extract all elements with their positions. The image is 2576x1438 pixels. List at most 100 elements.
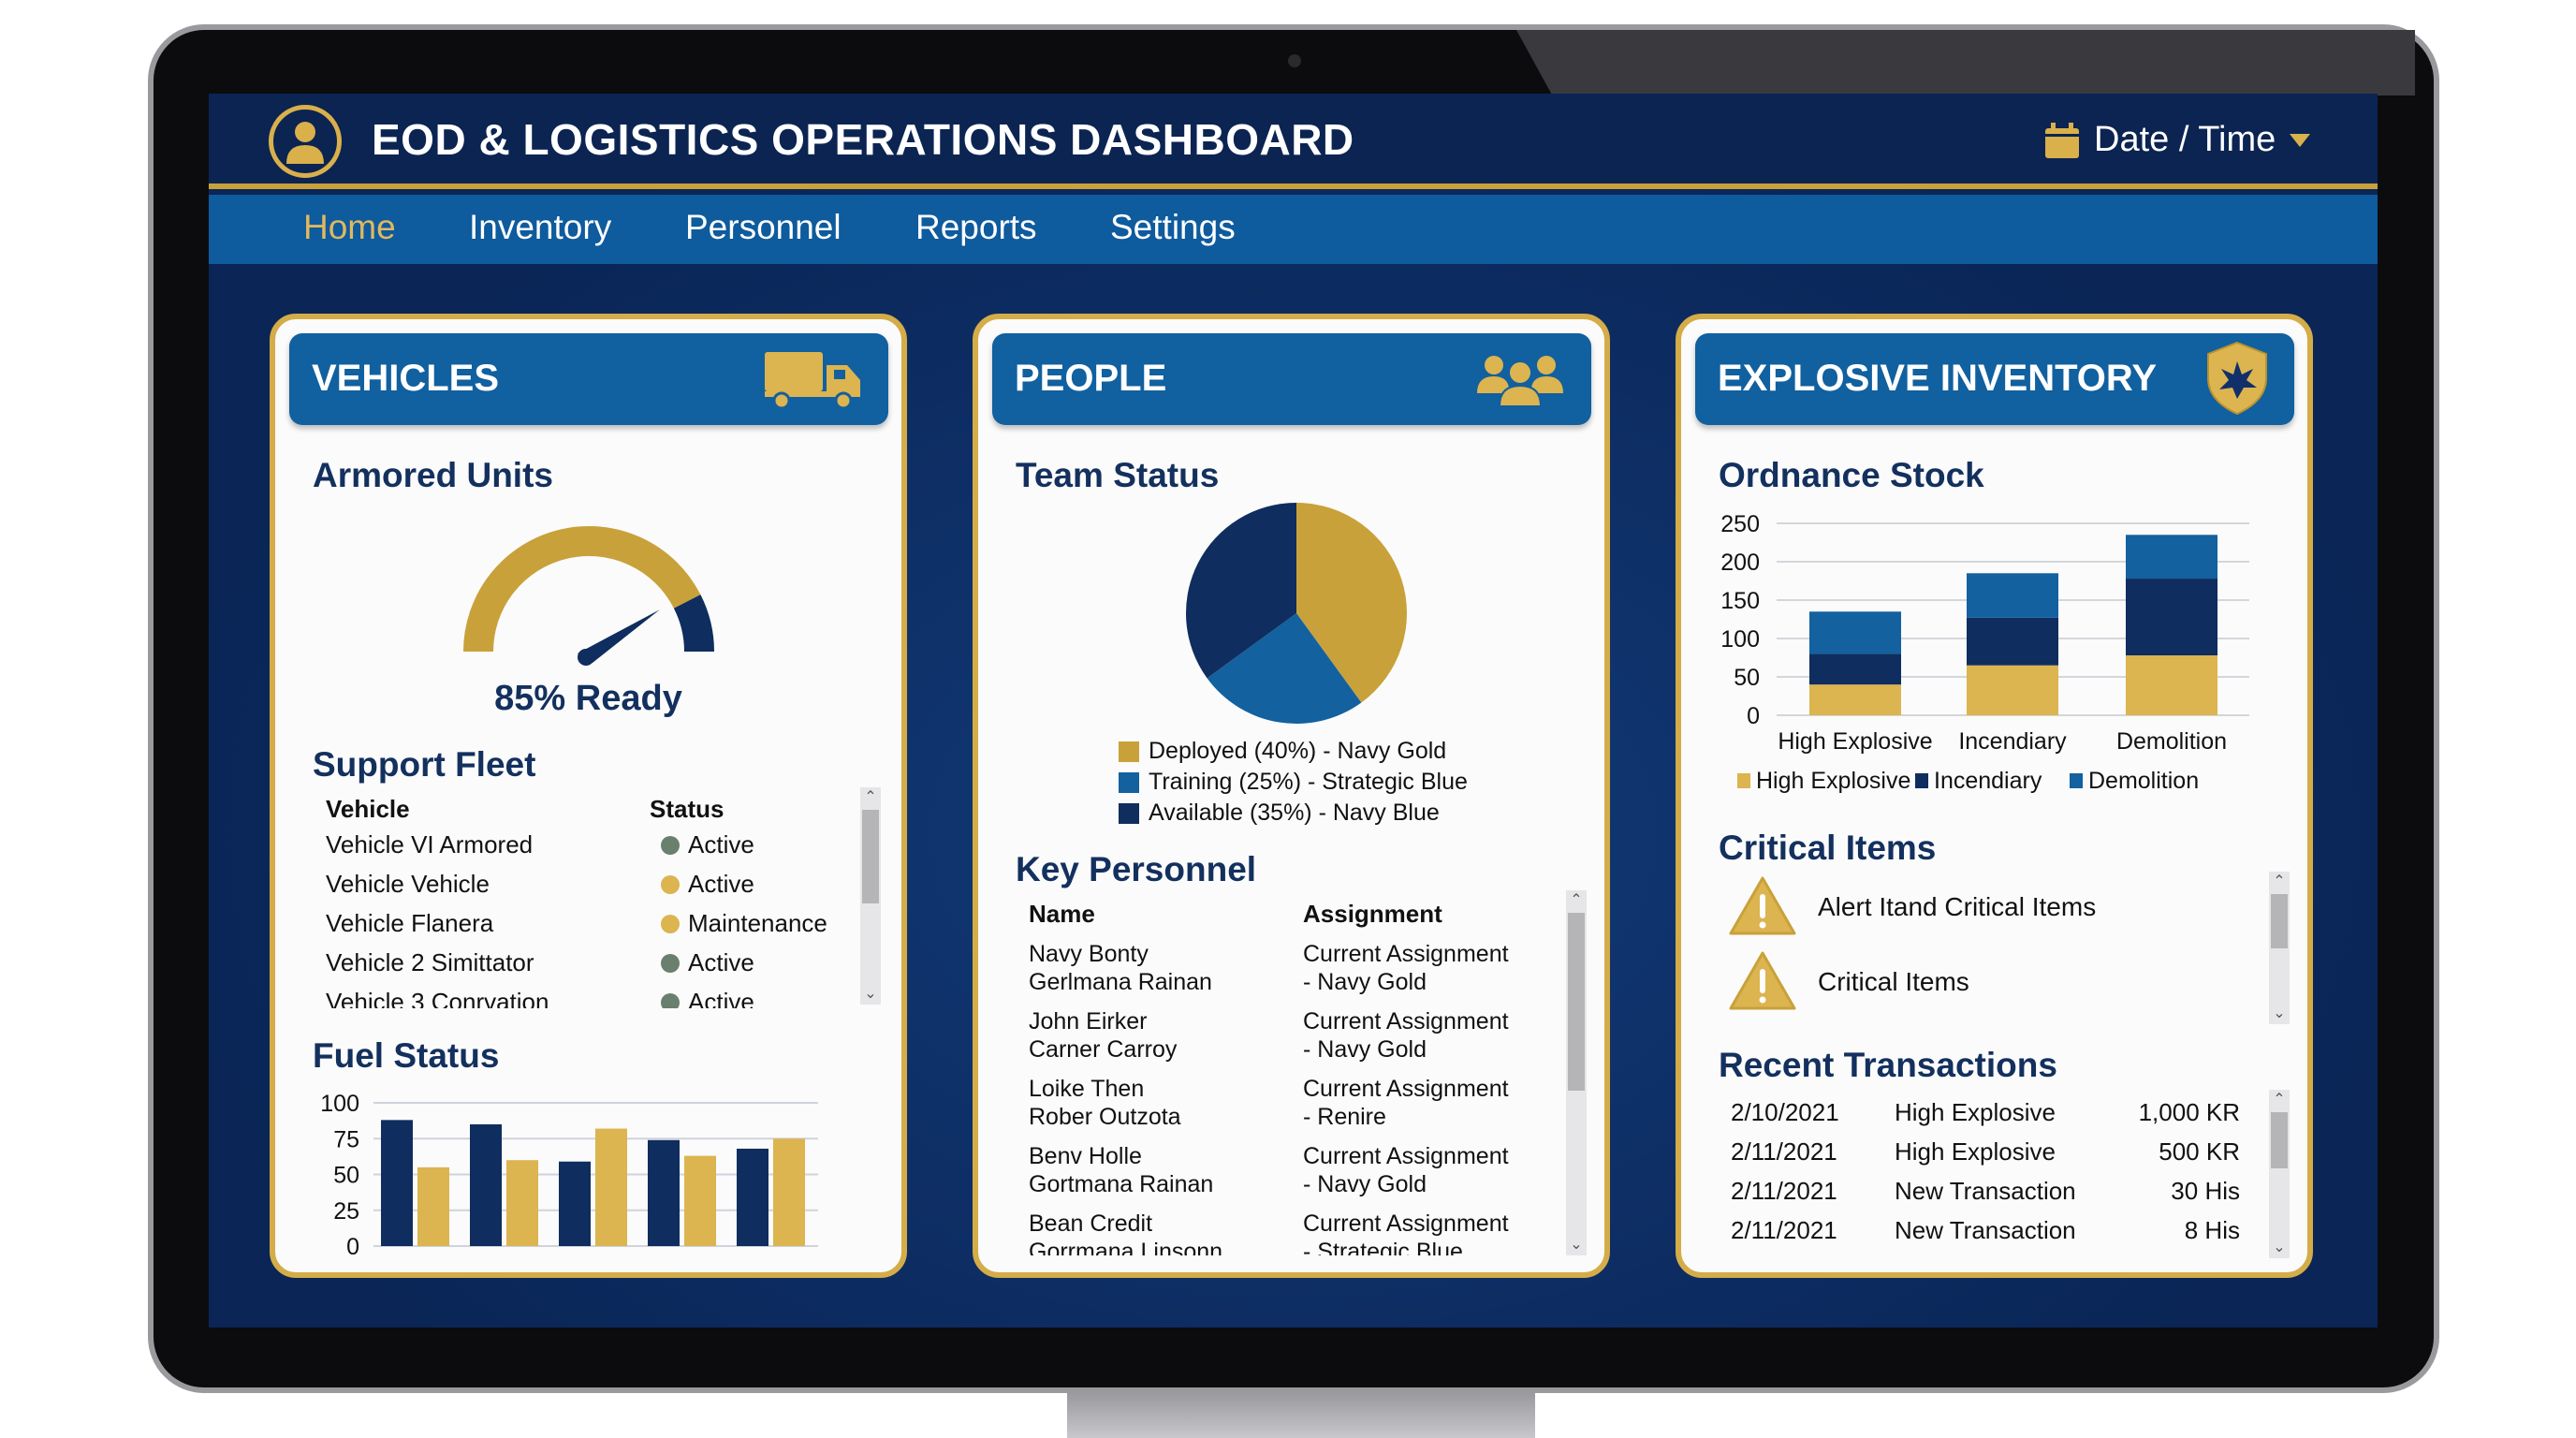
transaction-date: 2/11/2021 [1731,1177,1837,1205]
datetime-dropdown[interactable]: Date / Time [2043,120,2311,160]
legend-label: Available (35%) - Navy Blue [1149,800,1440,826]
critical-scrollbar[interactable]: ⌃ ⌄ [2269,872,2290,1024]
warning-icon [1729,876,1796,935]
legend-item: Available (35%) - Navy Blue [1119,799,1512,829]
vehicle-status: Active [688,870,754,898]
fleet-row[interactable]: Vehicle Vehicle Active [275,864,856,903]
transaction-date: 2/11/2021 [1731,1216,1837,1244]
explosive-card-header: EXPLOSIVE INVENTORY [1695,333,2294,425]
dashboard-screen: EOD & LOGISTICS OPERATIONS DASHBOARD Dat… [209,94,2378,1328]
truck-icon [765,352,860,410]
y-tick-label: 150 [1720,588,1760,614]
personnel-assignment: Current Assignment [1303,941,1509,967]
col-assignment: Assignment [1303,900,1442,928]
transaction-row[interactable]: 2/11/2021 High Explosive 500 KR [1681,1134,2261,1173]
fleet-row[interactable]: Vehicle VI Armored Active [275,825,856,864]
fuel-bar [470,1123,502,1246]
readiness-gauge [463,526,714,666]
pie-slice-deployed [1296,503,1407,703]
fuel-bar [381,1120,413,1246]
fleet-row[interactable]: Vehicle 3 Conrvation Active [275,982,856,1008]
scroll-down-icon[interactable]: ⌄ [2273,1240,2286,1255]
y-tick-label: 200 [1720,550,1760,576]
vehicle-name: Vehicle VI Armored [326,830,534,858]
main-nav: Home Inventory Personnel Reports Setting… [209,195,2378,264]
fuel-bar [773,1138,805,1246]
nav-settings[interactable]: Settings [1110,208,1236,246]
col-vehicle: Vehicle [326,795,410,823]
nav-personnel[interactable]: Personnel [685,208,842,246]
nav-reports[interactable]: Reports [915,208,1037,246]
transaction-amount: 8 His [2184,1216,2240,1244]
personnel-row[interactable]: John Eirker Carner Carroy Current Assignme… [978,1008,1559,1074]
scroll-thumb[interactable] [2271,894,2288,948]
stacked-bar-segment [1809,684,1901,715]
nav-home[interactable]: Home [303,208,396,246]
scroll-up-icon[interactable]: ⌃ [2273,1092,2286,1108]
vehicle-status: Maintenance [688,909,827,937]
scroll-up-icon[interactable]: ⌃ [864,789,877,805]
monitor-stand [1067,1393,1535,1438]
personnel-scrollbar[interactable]: ⌃ ⌄ [1566,890,1587,1255]
transaction-item: New Transaction [1895,1177,2076,1205]
transaction-row[interactable]: 2/11/2021 New Transaction 30 His [1681,1173,2261,1212]
legend-item: Training (25%) - Strategic Blue [1119,768,1512,798]
scroll-down-icon[interactable]: ⌄ [2273,1005,2286,1021]
critical-items-list: Alert Itand Critical Items Critical Items [1681,872,2261,1021]
status-dot-icon [661,915,680,933]
x-tick-label: High Explosive [1778,728,1932,755]
vehicles-title: VEHICLES [312,358,500,399]
scroll-thumb[interactable] [2271,1112,2288,1168]
scroll-up-icon[interactable]: ⌃ [2273,873,2286,889]
datetime-label: Date / Time [2094,120,2276,159]
people-card-header: PEOPLE [992,333,1591,425]
col-status: Status [650,795,724,823]
screen-glare [1516,30,2415,95]
transaction-row[interactable]: 2/10/2021 High Explosive 1,000 KR [1681,1094,2261,1134]
transactions-scrollbar[interactable]: ⌃ ⌄ [2269,1090,2290,1258]
user-avatar-icon[interactable] [269,105,342,178]
transaction-row[interactable]: 2/11/2021 New Transaction 8 His [1681,1212,2261,1252]
legend-label: High Explosive [1756,768,1910,794]
x-tick-label: Demolition [2116,728,2227,755]
personnel-row[interactable]: Bean Credit Gorrmana Linsonn Current Assig… [978,1211,1559,1255]
personnel-row[interactable]: Benv Holle Gortmana Rainan Current Assignm… [978,1143,1559,1209]
status-dot-icon [661,954,680,973]
legend-label: Demolition [2088,768,2199,794]
scroll-thumb[interactable] [1568,913,1585,1091]
app-title: EOD & LOGISTICS OPERATIONS DASHBOARD [372,115,1354,164]
stacked-bar-segment [2126,655,2217,715]
personnel-assignment: - Strategic Blue [1303,1239,1463,1255]
personnel-assignment: - Renire [1303,1104,1386,1130]
legend-swatch [1119,772,1139,793]
fleet-scrollbar[interactable]: ⌃ ⌄ [860,787,881,1005]
critical-item[interactable]: Critical Items [1681,946,2261,1018]
scroll-down-icon[interactable]: ⌄ [1570,1237,1583,1253]
transactions-list: 2/10/2021 High Explosive 1,000 KR 2/11/2021… [1681,1094,2261,1263]
fuel-chart: 0 25 50 75 100 [320,1091,818,1260]
x-tick-label: Incendiary [1958,728,2067,755]
scroll-thumb[interactable] [862,810,879,903]
y-tick-label: 25 [333,1198,359,1225]
explosive-title: EXPLOSIVE INVENTORY [1718,358,2158,399]
y-tick-label: 0 [346,1234,359,1260]
status-dot-icon [661,993,680,1008]
personnel-name: Gorrmana Linsonn [1029,1239,1223,1255]
fleet-row[interactable]: Vehicle Flanera Maintenance [275,903,856,943]
personnel-row[interactable]: Loike Then Rober Outzota Current Assignmen… [978,1076,1559,1141]
critical-item[interactable]: Alert Itand Critical Items [1681,872,2261,943]
people-card: PEOPLE Team Status Deployed (40%) - Navy… [973,314,1610,1278]
personnel-row[interactable]: Navy Bonty Gerlmana Rainan Current Assignm… [978,941,1559,1006]
transaction-item: High Explosive [1895,1137,2056,1166]
personnel-assignment: - Navy Gold [1303,1171,1427,1197]
vehicle-status: Active [688,948,754,976]
vehicle-name: Vehicle Flanera [326,909,494,937]
fleet-row[interactable]: Vehicle 2 Simittator Active [275,943,856,982]
stacked-bar-segment [1967,573,2058,618]
fuel-bar [559,1161,591,1246]
scroll-down-icon[interactable]: ⌄ [864,986,877,1002]
legend-label: Incendiary [1934,768,2042,794]
nav-inventory[interactable]: Inventory [469,208,612,246]
scroll-up-icon[interactable]: ⌃ [1570,892,1583,908]
